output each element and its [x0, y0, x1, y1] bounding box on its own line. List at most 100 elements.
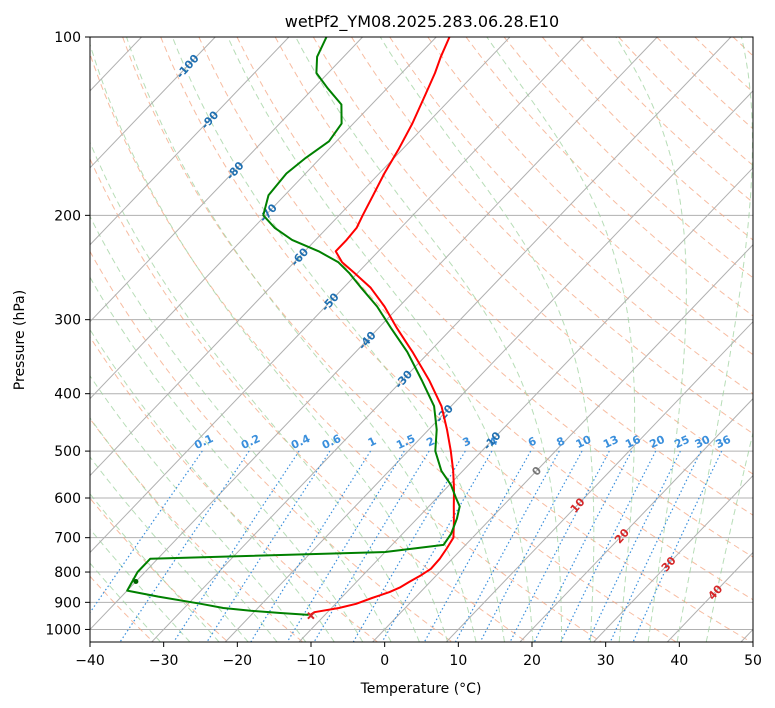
- moist-adiabat: [676, 37, 753, 642]
- moist-adiabat: [615, 37, 687, 642]
- isotherm: [298, 167, 753, 642]
- dry-adiabat: [274, 37, 753, 516]
- mixing-ratio-line: [454, 450, 560, 642]
- isotherm: [445, 320, 753, 642]
- y-tick-label: 900: [54, 595, 81, 611]
- pressure-gridlines: [90, 37, 753, 630]
- x-tick-label: 30: [597, 653, 615, 669]
- dewpoint-profile-line: [126, 37, 461, 616]
- x-tick-label: −20: [223, 653, 253, 669]
- isotherm: [90, 37, 216, 169]
- isotherm: [90, 37, 584, 554]
- mixing-ratio-line: [587, 450, 681, 642]
- y-tick-label: 800: [54, 565, 81, 581]
- plot-frame: [89, 36, 754, 643]
- x-tick-label: −40: [75, 653, 105, 669]
- isotherm: [90, 37, 511, 477]
- mixing-ratio-lines: [90, 450, 723, 642]
- moist-adiabats: [90, 37, 753, 642]
- profile-dot-marker: [133, 579, 139, 585]
- moist-adiabat: [90, 42, 449, 642]
- mixing-ratio-label: 25: [672, 433, 691, 451]
- y-tick-label: 300: [54, 313, 81, 329]
- mixing-ratio-label: 16: [623, 433, 643, 451]
- isotherm: [90, 37, 437, 400]
- x-tick-label: 10: [449, 653, 467, 669]
- moist-adiabat: [90, 417, 278, 642]
- mixing-ratio-line: [381, 450, 493, 642]
- mixing-ratio-line: [609, 450, 702, 642]
- moist-adiabat: [90, 141, 420, 642]
- mixing-ratio-label: 36: [713, 433, 733, 451]
- moist-adiabat: [90, 374, 307, 642]
- profile-series: [126, 37, 461, 616]
- mixing-ratio-label: 30: [693, 433, 713, 451]
- isotherm: [90, 37, 363, 323]
- y-axis-label: Pressure (hPa): [12, 290, 28, 390]
- mixing-ratio-label: 20: [648, 433, 668, 451]
- mixing-ratio-line: [119, 450, 250, 642]
- mixing-ratio-line: [90, 450, 203, 614]
- moist-adiabat: [126, 37, 477, 642]
- dry-adiabat: [90, 336, 378, 642]
- isotherm: [151, 37, 732, 642]
- mixing-ratio-line: [632, 450, 723, 642]
- moist-adiabat: [227, 37, 534, 642]
- mixing-ratio-line: [423, 450, 532, 642]
- isotherm: [90, 37, 290, 246]
- x-tick-label: 0: [380, 653, 389, 669]
- x-tick-label: 40: [670, 653, 688, 669]
- dry-adiabat: [90, 157, 528, 642]
- moist-adiabat: [486, 37, 636, 642]
- mixing-ratio-line: [533, 450, 633, 642]
- moist-adiabat: [90, 328, 335, 642]
- moist-adiabat: [295, 37, 563, 642]
- isotherm: [372, 244, 753, 642]
- mixing-ratio-line: [250, 450, 372, 642]
- x-axis-label: Temperature (°C): [360, 681, 482, 697]
- plot-area: 0.1 0.2 0.4 0.6 1 1.5 2 3 4 6 8 10 13 16 20 25 30 36-100-…: [90, 37, 753, 642]
- y-tick-label: 200: [54, 208, 81, 224]
- dry-adiabat: [90, 250, 453, 642]
- moist-adiabat: [171, 37, 505, 642]
- dry-adiabat: [90, 575, 154, 642]
- temperature-profile-line: [309, 37, 455, 616]
- mixing-ratio-line: [560, 450, 657, 642]
- x-tick-label: 20: [523, 653, 541, 669]
- moist-adiabat: [90, 456, 249, 642]
- y-tick-label: 700: [54, 531, 81, 547]
- y-tick-label: 1000: [45, 622, 81, 638]
- moist-adiabat: [379, 37, 595, 642]
- mixing-ratio-line: [479, 450, 583, 642]
- dry-adiabat: [312, 37, 753, 475]
- x-tick-label: 50: [744, 653, 762, 669]
- isotherms: [90, 37, 753, 642]
- dry-adiabat: [236, 37, 753, 558]
- isotherm: [519, 397, 753, 642]
- moist-adiabat: [90, 276, 364, 642]
- mixing-ratio-label: 10: [574, 433, 594, 451]
- y-tick-label: 400: [54, 387, 81, 403]
- profile-markers: [133, 579, 315, 620]
- mixing-ratio-label: 13: [601, 433, 620, 451]
- dry-adiabat: [465, 37, 753, 317]
- surface-marker: [307, 611, 315, 620]
- isotherm: [90, 37, 658, 631]
- dry-adiabat: [351, 37, 753, 435]
- y-tick-label: 500: [54, 444, 81, 460]
- chart-title: wetPf2_YM08.2025.283.06.28.E10: [285, 12, 559, 32]
- isotherm: [593, 474, 753, 642]
- y-axis-ticks: 100 200 300 400 500 600 700 800 900 1000: [45, 30, 90, 638]
- mixing-ratio-line: [286, 450, 405, 642]
- dry-adiabat: [198, 37, 753, 601]
- moist-adiabat: [705, 430, 753, 642]
- x-tick-label: −30: [149, 653, 179, 669]
- mixing-ratio-line: [509, 450, 610, 642]
- y-tick-label: 100: [54, 30, 81, 46]
- mixing-ratio-line: [173, 450, 300, 642]
- x-tick-label: −10: [296, 653, 326, 669]
- y-tick-label: 600: [54, 491, 81, 507]
- x-axis-ticks: −40 −30 −20 −10 0 10 20 30 40 50: [75, 642, 762, 669]
- dry-adiabat: [90, 52, 602, 642]
